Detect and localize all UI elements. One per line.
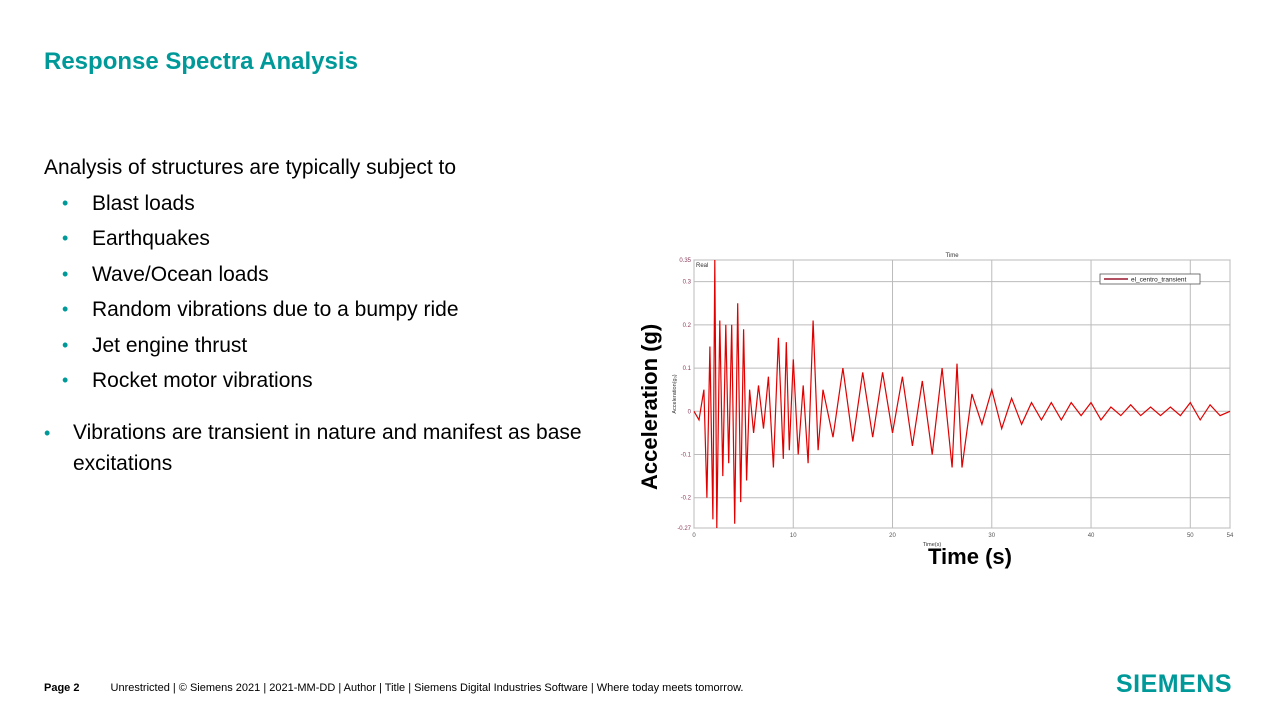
svg-text:-0.2: -0.2 [681,496,692,502]
svg-text:40: 40 [1088,533,1095,539]
svg-text:Time(s): Time(s) [923,542,942,548]
svg-text:0.2: 0.2 [683,323,692,329]
svg-text:54: 54 [1227,533,1234,539]
bullet-icon: • [62,192,69,213]
svg-text:-0.1: -0.1 [681,453,692,459]
list-item: • Wave/Ocean loads [44,257,624,293]
svg-text:30: 30 [988,533,995,539]
svg-text:50: 50 [1187,533,1194,539]
list-item: • Random vibrations due to a bumpy ride [44,292,624,328]
list-item: • Blast loads [44,186,624,222]
svg-text:Acceleration(g₀): Acceleration(g₀) [672,374,678,413]
slide-title: Response Spectra Analysis [44,48,358,75]
transient-bullet: • Vibrations are transient in nature and… [44,417,624,479]
list-item: • Rocket motor vibrations [44,363,624,399]
acceleration-time-chart: 0 10 20 30 40 50 54 -0.27 -0.2 -0.1 0 0.1 0.2 0.3 0.35… [636,250,1240,580]
bullet-icon: • [62,334,69,355]
svg-text:Real: Real [696,263,708,269]
svg-text:0: 0 [688,409,692,415]
svg-text:0.3: 0.3 [683,280,692,286]
bullet-icon: • [62,370,69,390]
siemens-logo: SIEMENS [1116,670,1233,698]
page-number: Page 2 [44,682,80,694]
list-item: • Earthquakes [44,221,624,257]
load-types-list: • Blast loads • Earthquakes • Wave/Ocean lo… [44,186,624,399]
svg-text:0.1: 0.1 [683,366,692,372]
chart-plot: 0 10 20 30 40 50 54 -0.27 -0.2 -0.1 0 0.1 0.2 0.3 0.35… [672,253,1234,548]
bullet-icon: • [62,299,69,319]
bullet-icon: • [62,228,69,248]
svg-text:0.35: 0.35 [679,258,691,264]
svg-text:20: 20 [889,533,896,539]
bullet-icon: • [62,263,69,284]
x-axis-title: Time (s) [928,544,1012,569]
intro-text: Analysis of structures are typically sub… [44,156,457,179]
slide-body: Analysis of structures are typically sub… [44,150,624,479]
svg-text:10: 10 [790,533,797,539]
footer: Page 2 Unrestricted | © Siemens 2021 | 2… [44,682,743,694]
svg-text:-0.27: -0.27 [677,526,691,532]
list-item: • Jet engine thrust [44,328,624,364]
svg-text:el_centro_transient: el_centro_transient [1131,277,1186,284]
footer-text: Unrestricted | © Siemens 2021 | 2021-MM-… [110,682,744,694]
svg-text:Time: Time [945,253,959,259]
svg-text:0: 0 [692,533,696,539]
bullet-icon: • [44,422,51,443]
